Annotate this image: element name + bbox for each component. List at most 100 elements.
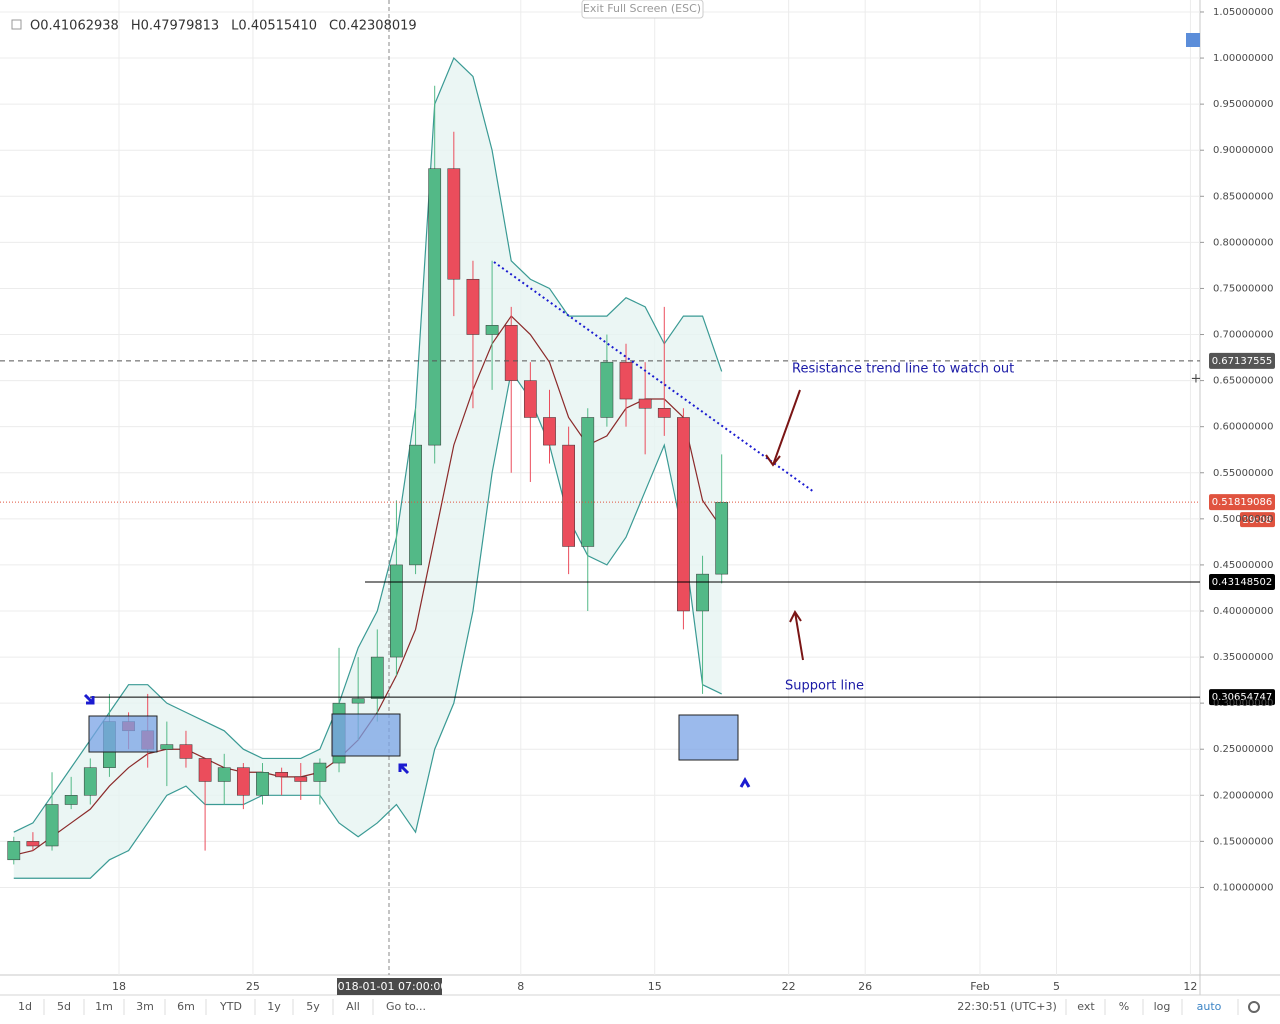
- x-tick-label: 25: [246, 980, 260, 993]
- price-label-box: [1209, 573, 1275, 590]
- range-button[interactable]: 5y: [306, 1000, 320, 1013]
- y-tick-label: 0.95000000: [1213, 99, 1273, 110]
- range-button[interactable]: 5d: [57, 1000, 71, 1013]
- y-tick-label: 0.20000000: [1213, 790, 1273, 801]
- plus-icon[interactable]: +: [1191, 372, 1202, 387]
- collapse-box[interactable]: [11, 19, 22, 30]
- candle-body: [600, 361, 614, 418]
- x-tick-label: 8: [517, 980, 524, 993]
- highlight-box: [331, 713, 401, 757]
- candle-body: [581, 417, 595, 547]
- candle-body: [466, 278, 480, 335]
- price-label-box: [1209, 352, 1275, 369]
- settings-icon[interactable]: [1248, 1001, 1260, 1013]
- ohlc-key: O: [30, 19, 40, 34]
- y-tick-label: 0.55000000: [1213, 468, 1273, 479]
- y-tick-label: 0.80000000: [1213, 237, 1273, 248]
- levels: 0.67137555 0.51819086 29:08 0.43148502 0.306…: [0, 352, 1275, 706]
- goto-button[interactable]: Go to...: [386, 1000, 426, 1013]
- countdown: 29:08: [1243, 515, 1272, 526]
- candle-body: [217, 767, 231, 782]
- range-button[interactable]: 1y: [267, 1000, 281, 1013]
- clock: 22:30:51 (UTC+3): [957, 1000, 1057, 1013]
- x-tick-label: 18: [112, 980, 126, 993]
- x-tick-label: 26: [858, 980, 872, 993]
- y-tick-label: 0.25000000: [1213, 744, 1273, 755]
- candle-body: [409, 444, 422, 566]
- price-label: 0.30654747: [1212, 692, 1272, 703]
- option-button[interactable]: %: [1119, 1000, 1129, 1013]
- ohlc-value: 0.41062938: [40, 19, 119, 34]
- candle-body: [294, 776, 308, 782]
- ohlc-value: 0.42308019: [338, 19, 417, 34]
- ohlc-key: H: [131, 19, 141, 34]
- exit-fullscreen-button[interactable]: [581, 0, 704, 19]
- y-tick-label: 0.10000000: [1213, 882, 1273, 893]
- y-tick-label: 0.65000000: [1213, 376, 1273, 387]
- axes: 18 25 8 15 22 26 Feb 5 12 0.10000000 0.15000000 0.2…: [112, 7, 1273, 993]
- annotation: Resistance trend line to watch out: [792, 362, 1014, 377]
- candle-body: [26, 841, 40, 847]
- x-tick-label: Feb: [970, 980, 989, 993]
- y-tick-label: 0.90000000: [1213, 145, 1273, 156]
- candle-body: [485, 325, 499, 335]
- option-button[interactable]: log: [1154, 1000, 1171, 1013]
- candle-body: [256, 772, 269, 796]
- x-tick-label: 22: [782, 980, 796, 993]
- candle-body: [160, 744, 174, 750]
- y-tick-label: 0.60000000: [1213, 422, 1273, 433]
- option-button[interactable]: ext: [1077, 1000, 1095, 1013]
- candle-body: [677, 417, 690, 612]
- price-label-box: [1209, 689, 1275, 706]
- price-label-box: [1209, 494, 1275, 511]
- y-tick-label: 0.15000000: [1213, 836, 1273, 847]
- y-tick-label: 0.35000000: [1213, 652, 1273, 663]
- y-tick-label: 1.00000000: [1213, 53, 1273, 64]
- candle-body: [275, 772, 289, 778]
- y-tick-label: 1.05000000: [1213, 7, 1273, 18]
- countdown-box: [1240, 512, 1275, 528]
- crosshair-label: 2018-01-01 07:00:00: [331, 980, 448, 993]
- range-button[interactable]: 1d: [18, 1000, 32, 1013]
- range-button[interactable]: All: [346, 1000, 360, 1013]
- price-label: 0.67137555: [1212, 356, 1272, 367]
- candle-body: [523, 380, 537, 418]
- candle-body: [179, 744, 193, 759]
- candle-body: [715, 501, 729, 575]
- candle-body: [428, 168, 442, 446]
- arrow: [739, 776, 751, 788]
- highlight-box: [88, 715, 158, 753]
- y-tick-label: 0.75000000: [1213, 283, 1273, 294]
- range-button[interactable]: 1m: [95, 1000, 113, 1013]
- crosshair-label-box: [337, 978, 442, 995]
- icon[interactable]: [1186, 33, 1200, 47]
- candle-body: [7, 841, 21, 861]
- option-button[interactable]: auto: [1197, 1000, 1222, 1013]
- highlight-box: [678, 714, 739, 761]
- range-button[interactable]: YTD: [219, 1000, 242, 1013]
- range-button[interactable]: 6m: [177, 1000, 195, 1013]
- band-line: [13, 369, 722, 879]
- exit-fullscreen-label[interactable]: Exit Full Screen (ESC): [583, 2, 701, 15]
- candle-body: [83, 767, 97, 796]
- trend-line: [493, 261, 815, 493]
- ohlc-value: 0.47979813: [141, 19, 220, 34]
- x-tick-label: 12: [1183, 980, 1197, 993]
- candle-body: [390, 564, 403, 658]
- x-tick-label: 15: [648, 980, 662, 993]
- y-tick-label: 0.45000000: [1213, 560, 1273, 571]
- band-line: [13, 57, 723, 833]
- candle-body: [638, 398, 652, 409]
- candle-body: [64, 795, 78, 805]
- y-tick-label: 0.30000000: [1213, 698, 1273, 709]
- range-button[interactable]: 3m: [136, 1000, 154, 1013]
- arrow: [765, 389, 801, 467]
- candle-body: [236, 767, 250, 796]
- candle-body: [370, 656, 384, 699]
- price-label: 0.51819086: [1212, 497, 1272, 508]
- candle-body: [696, 573, 709, 612]
- y-tick-label: 0.50000000: [1213, 514, 1273, 525]
